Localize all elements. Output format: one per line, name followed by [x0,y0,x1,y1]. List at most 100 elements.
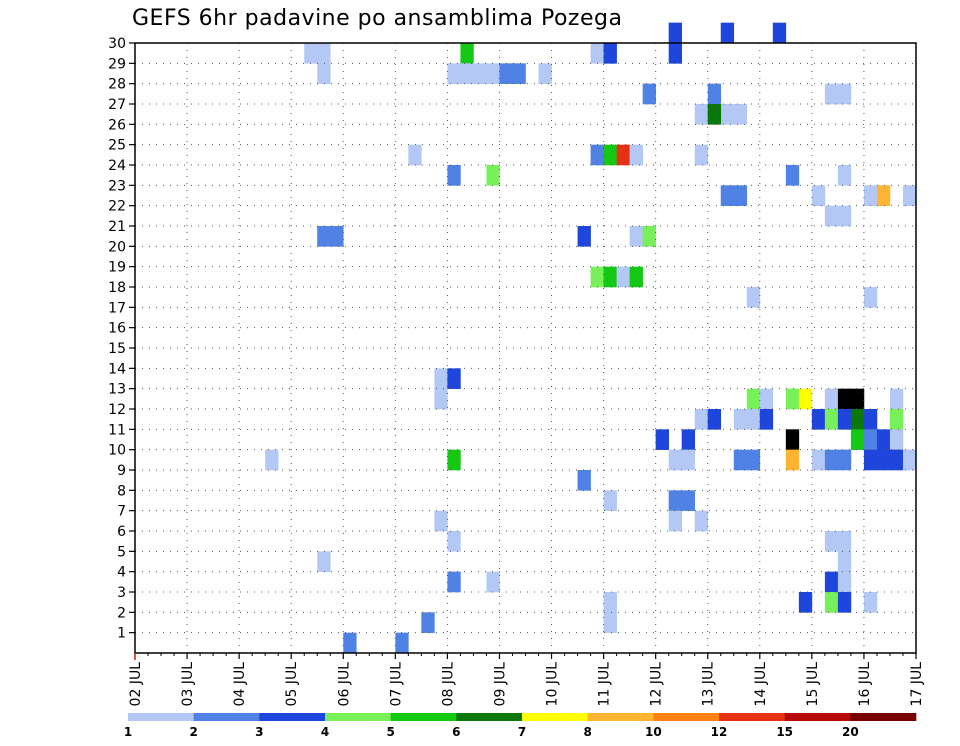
heatmap-cell [642,83,656,105]
x-tick-label: 04 JUL [232,662,248,707]
x-tick-label: 11 JUL [597,662,613,707]
heatmap-cell [811,409,826,430]
heatmap-cell [603,490,617,511]
heatmap-cell [811,449,826,471]
colorbar-label: 2 [189,725,197,739]
heatmap-cell [395,632,409,654]
colorbar-segment [587,713,654,721]
heatmap-cell [694,104,709,125]
y-tick-label: 26 [108,117,126,133]
heatmap-cell [837,592,852,613]
colorbar-label: 6 [452,725,460,739]
colorbar-label: 10 [645,725,662,739]
heatmap-cell [837,551,852,572]
heatmap-cell [655,429,669,450]
colorbar-label: 20 [842,725,859,739]
colorbar-segment [522,713,588,721]
heatmap-cell [616,144,630,166]
heatmap-cell [486,571,500,593]
heatmap-cell [447,63,461,84]
y-tick-label: 29 [108,56,126,72]
heatmap-cell [837,409,852,430]
heatmap-cell [785,388,800,410]
heatmap-cell [577,226,591,247]
heatmap-cell [629,144,643,166]
heatmap-cell [473,63,487,84]
heatmap-cell [317,226,331,247]
colorbar-label: 5 [386,725,394,739]
y-tick-label: 14 [108,361,126,377]
chart-title: GEFS 6hr padavine po ansamblima Pozega [132,6,623,31]
heatmap-cell [590,266,604,288]
y-tick-label: 11 [108,422,126,438]
heatmap-cell [317,63,331,84]
x-tick-label: 06 JUL [336,662,352,707]
heatmap-cell [668,43,682,64]
heatmap-cell [720,22,735,44]
heatmap-cell [317,43,331,64]
colorbar-label: 3 [255,725,263,739]
heatmap-cell [733,185,748,206]
y-tick-label: 25 [108,138,126,154]
heatmap-cell [759,388,774,410]
heatmap-cell [811,185,826,206]
x-tick-label: 17 JUL [909,662,925,707]
colorbar-label: 7 [518,725,526,739]
heatmap-cell [668,490,682,511]
y-tick-label: 20 [108,239,126,255]
heatmap-cell [837,205,852,227]
heatmap-cell [447,531,461,552]
x-tick-label: 16 JUL [857,662,873,707]
heatmap-cell [772,22,787,44]
y-tick-label: 23 [108,178,126,194]
heatmap-cell [889,388,904,410]
heatmap-cell [720,104,735,125]
colorbar-label: 12 [711,725,728,739]
heatmap-cell [668,510,682,532]
heatmap-cell [694,510,709,532]
heatmap-cell [694,144,709,166]
heatmap-cell [798,388,813,410]
y-tick-label: 4 [117,565,126,581]
heatmap-cell [863,287,878,308]
y-tick-label: 15 [108,341,126,357]
heatmap-cell [603,612,617,633]
heatmap-cell [707,83,722,105]
heatmap-cell [681,449,696,471]
heatmap-cell [837,388,852,410]
y-tick-label: 30 [108,36,126,52]
heatmap-cell [434,388,448,410]
colorbar-segment [259,713,326,721]
y-tick-label: 19 [108,260,126,276]
heatmap-cell [733,449,748,471]
y-tick-label: 18 [108,280,126,296]
heatmap-cell [447,571,461,593]
heatmap-cell [850,429,865,450]
x-tick-label: 13 JUL [701,662,717,707]
heatmap-cell [408,144,422,166]
heatmap-cell [265,449,279,471]
heatmap-cell [785,429,800,450]
x-tick-label: 14 JUL [753,662,769,707]
heatmap-cell [694,409,709,430]
heatmap-cell [434,368,448,389]
y-tick-label: 22 [108,199,126,215]
x-tick-label: 02 JUL [128,662,144,707]
heatmap-cell [603,592,617,613]
y-tick-label: 5 [117,544,126,560]
heatmap-cell [824,449,839,471]
heatmap-cell [681,490,696,511]
heatmap-cell [824,531,839,552]
heatmap-cell [824,205,839,227]
heatmap-cell [785,449,800,471]
y-tick-label: 6 [117,524,126,540]
heatmap-cell [603,266,617,288]
heatmap-cell [460,63,474,84]
heatmap-cell [317,551,331,572]
colorbar-segment [193,713,260,721]
heatmap-cell [590,43,604,64]
heatmap-cell [876,429,891,450]
heatmap-cell [837,449,852,471]
heatmap-cell [785,165,800,186]
